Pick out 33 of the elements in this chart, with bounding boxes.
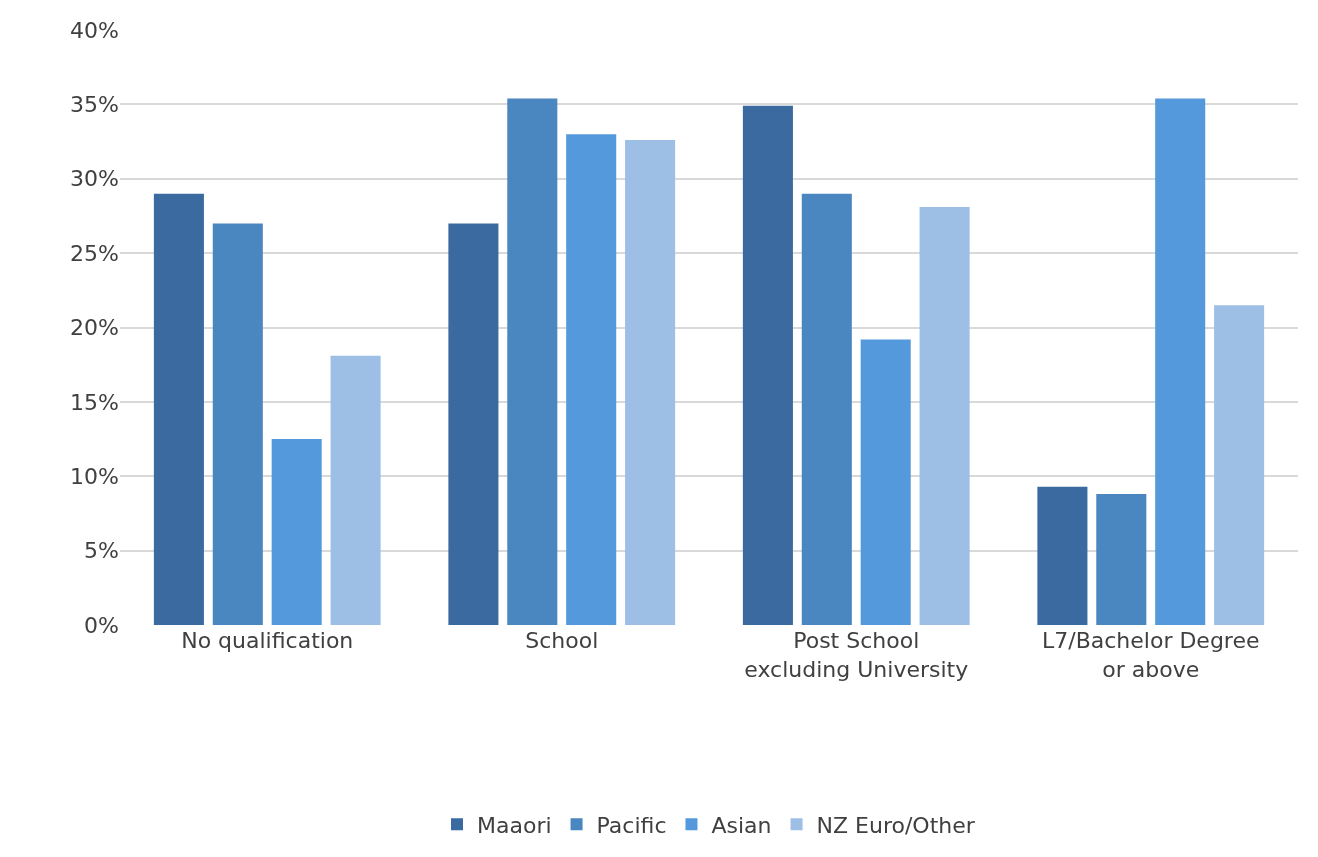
bar [566,134,617,625]
y-tick-label: 40% [70,17,119,43]
bar [1096,494,1147,625]
legend-label: Pacific [596,812,667,838]
bar [860,339,911,625]
x-tick-label: Post School excluding University [744,628,969,682]
bar [330,355,381,625]
y-tick-label: 35% [70,92,119,118]
bar [1155,98,1206,625]
x-tick-label: No qualification [181,628,354,653]
bar [153,193,204,625]
bar [919,207,970,625]
y-tick-label: 5% [84,538,119,564]
bar [448,223,499,625]
y-tick-label: 15% [70,389,119,415]
y-tick-label: 0% [84,612,119,638]
x-tick-label: School [525,628,599,653]
bar [1037,486,1088,625]
x-tick-label: L7/Bachelor Degree or above [1042,628,1260,682]
bar [801,193,852,625]
legend-label: Maaori [477,812,552,838]
y-tick-label: 30% [70,166,119,192]
y-tick-label: 10% [70,463,119,489]
legend-label: NZ Euro/Other [816,812,976,838]
y-tick-label: 20% [70,315,119,341]
y-tick-label: 25% [70,240,119,266]
bar [1214,305,1265,625]
bar [271,439,322,625]
bar [507,98,558,625]
legend-label: Asian [711,812,772,838]
bar [625,140,676,625]
bar [212,223,263,625]
bar [742,105,793,625]
